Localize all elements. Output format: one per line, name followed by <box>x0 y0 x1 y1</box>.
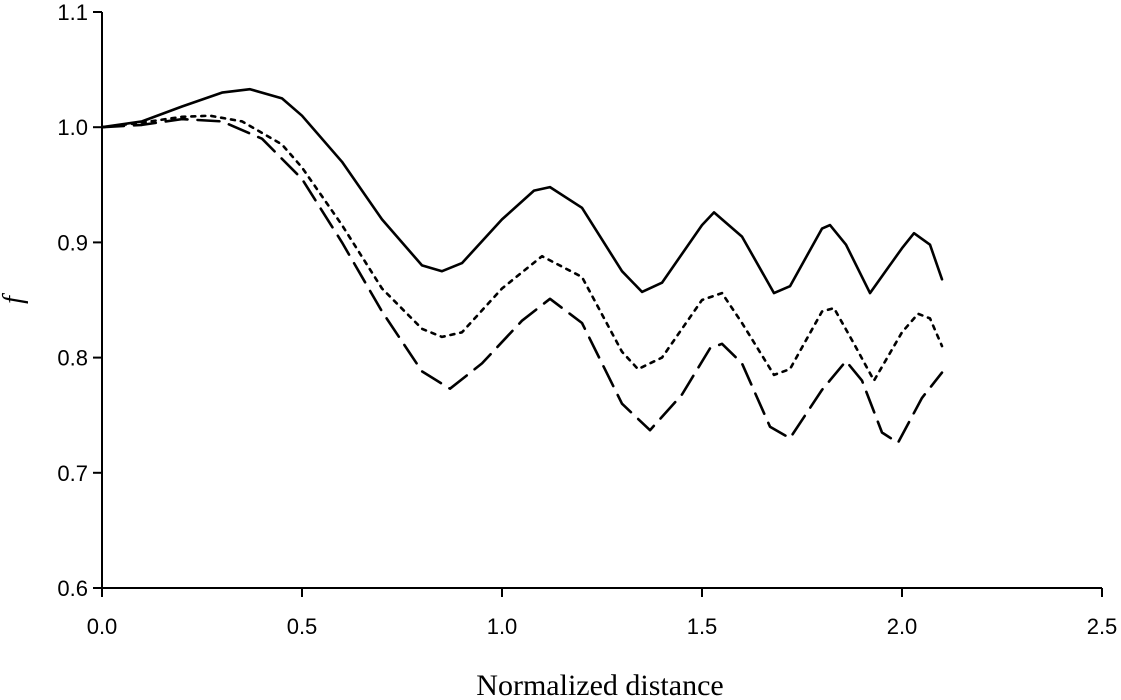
y-tick-label: 0.8 <box>57 346 88 371</box>
x-tick-label: 1.0 <box>487 614 518 639</box>
y-axis-title: f <box>0 293 29 304</box>
y-tick-label: 0.7 <box>57 461 88 486</box>
y-tick-label: 1.0 <box>57 115 88 140</box>
y-tick-label: 1.1 <box>57 0 88 25</box>
series-line-dashed <box>100 117 944 445</box>
axes: 0.0 0.5 1.0 1.5 2.0 2.5 0.6 0.7 0.8 0.9 1.0 1.1 <box>57 0 1117 639</box>
x-tick-label: 2.0 <box>887 614 918 639</box>
x-axis-title: Normalized distance <box>476 669 723 700</box>
x-tick-label: 0.5 <box>287 614 318 639</box>
series-line-dotted <box>100 114 944 382</box>
series-line-solid <box>100 87 944 295</box>
x-tick-label: 1.5 <box>687 614 718 639</box>
series-layer <box>100 87 944 445</box>
labels: Normalized distance f <box>0 293 724 700</box>
x-tick-label: 0.0 <box>87 614 118 639</box>
y-tick-label: 0.9 <box>57 230 88 255</box>
x-tick-label: 2.5 <box>1087 614 1118 639</box>
y-tick-label: 0.6 <box>57 576 88 601</box>
